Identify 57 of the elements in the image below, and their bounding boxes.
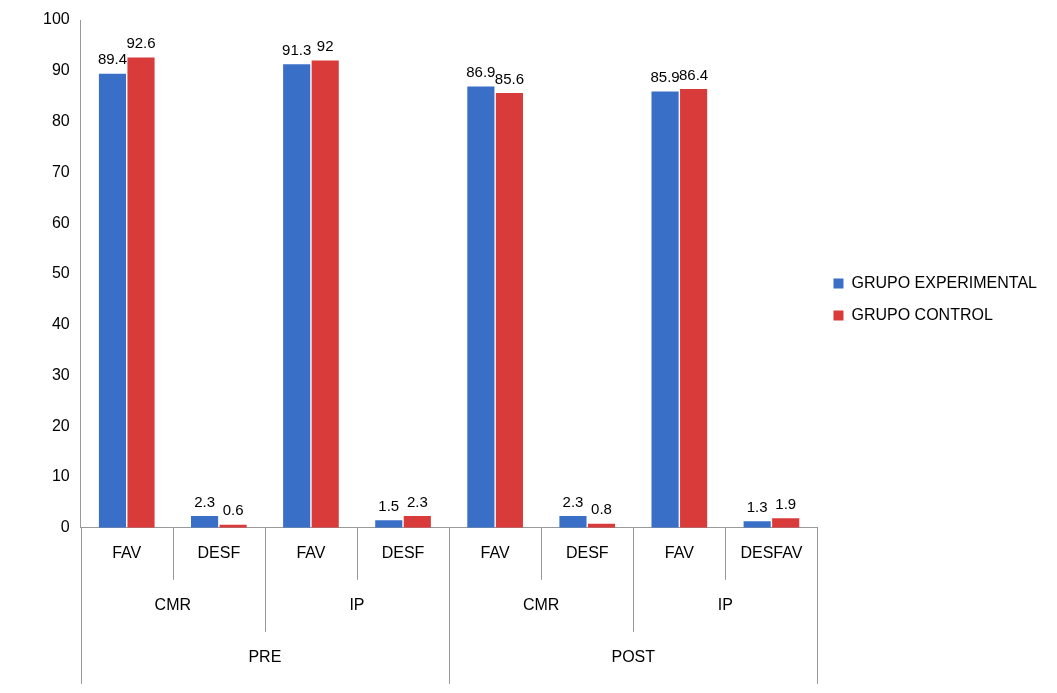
data-label: 89.4 (97, 50, 128, 68)
x-tick-label: FAV (296, 543, 326, 561)
y-tick-label: 40 (51, 315, 70, 333)
data-label: 85.9 (650, 68, 680, 86)
text: POST (611, 648, 656, 666)
y-tick-label: 90 (51, 61, 70, 79)
y-tick-label: 70 (51, 162, 70, 180)
x-tick-label: DESF (565, 543, 609, 561)
data-label: 1.9 (775, 494, 797, 512)
bar (495, 93, 523, 528)
y-tick-label: 10 (51, 467, 70, 485)
data-label: 0.6 (222, 501, 244, 519)
y-tick-label: 50 (51, 264, 70, 282)
x-tick-label: DESFAV (740, 543, 803, 561)
legend-label: GRUPO CONTROL (851, 305, 993, 323)
x-tick-label: FAV (480, 543, 510, 561)
data-label: 85.6 (494, 69, 525, 87)
x-tick-label: FAV (112, 543, 142, 561)
y-tick-label: 0 (60, 518, 70, 536)
data-label: 86.4 (679, 65, 709, 83)
bar (743, 521, 771, 528)
bar (98, 73, 127, 528)
bar (651, 91, 679, 528)
bar (403, 516, 431, 528)
bar (375, 520, 403, 528)
data-label: 2.3 (406, 492, 428, 510)
data-label: 92 (316, 37, 334, 55)
x-tick-label: DESF (197, 543, 241, 561)
text: CMR (522, 596, 560, 614)
data-label: 92.6 (126, 34, 156, 52)
text: CMR (154, 596, 192, 614)
y-tick-label: 30 (51, 365, 70, 383)
x-tick-label: DESF (381, 543, 425, 561)
data-label: 1.3 (746, 497, 768, 515)
legend-label: GRUPO EXPERIMENTAL (851, 273, 1038, 291)
bar (311, 60, 339, 528)
text: IP (349, 596, 365, 614)
bar (283, 64, 311, 528)
y-tick-label: 100 (42, 10, 70, 28)
bar (772, 518, 800, 528)
data-label: 1.5 (378, 496, 400, 514)
bar (559, 516, 587, 528)
bar (467, 86, 495, 528)
bar (680, 89, 708, 528)
y-tick-label: 20 (51, 416, 70, 434)
x-tick-label: FAV (664, 543, 695, 561)
y-tick-label: 60 (51, 213, 70, 231)
text: IP (717, 596, 733, 614)
data-label: 0.8 (591, 500, 612, 518)
data-label: 2.3 (194, 492, 215, 510)
y-tick-label: 80 (51, 111, 70, 129)
bar (191, 516, 219, 528)
data-label: 91.3 (282, 40, 312, 58)
text: PRE (248, 648, 282, 666)
data-label: 86.9 (466, 63, 496, 81)
data-label: 2.3 (562, 492, 584, 510)
bar (127, 57, 155, 528)
